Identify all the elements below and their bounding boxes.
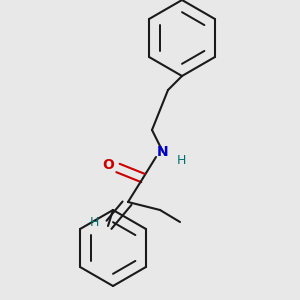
Text: O: O xyxy=(102,158,114,172)
Text: H: H xyxy=(176,154,186,166)
Text: N: N xyxy=(157,145,169,159)
Text: H: H xyxy=(89,215,99,229)
